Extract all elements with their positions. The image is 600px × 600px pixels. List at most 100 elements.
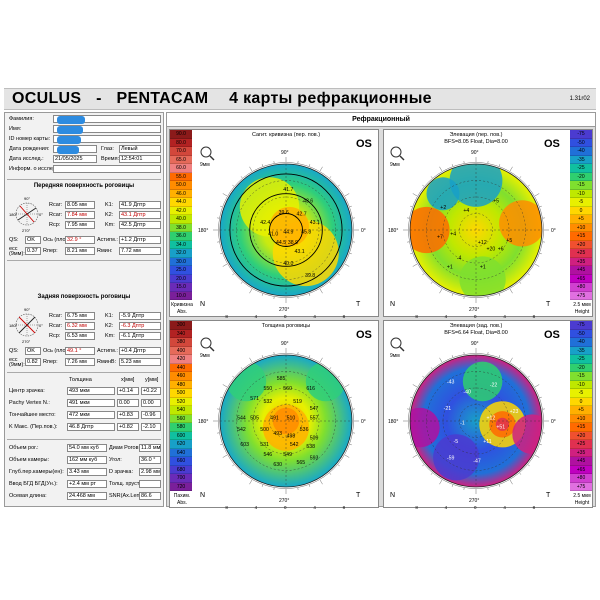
front-qs-label: QS: — [9, 237, 19, 243]
exam-info-field[interactable] — [53, 165, 161, 173]
map-value: 498 — [287, 434, 296, 440]
zoom-icon[interactable] — [200, 146, 215, 161]
misc-label: Глуб.пер.камеры(ен): — [9, 469, 64, 475]
map-value: 546 — [264, 452, 273, 458]
mm-tick: 0 — [474, 314, 477, 318]
pachy-col-thickness: Толщина — [69, 377, 92, 383]
mm-tick: 0 — [284, 505, 287, 509]
diagram-label-top: 90° — [24, 196, 30, 201]
divider — [7, 372, 161, 373]
scale-step: +75 — [570, 291, 592, 300]
scale-step: -25 — [570, 164, 592, 173]
map-panel-elev-back[interactable]: -75 -50 -40 -35 -25 -20 -15 -10 -5 0 +5 +10 +15 +20 +2… — [383, 320, 593, 509]
scale-step: 600 — [170, 431, 192, 440]
scale-step: -40 — [570, 338, 592, 347]
map-panel-pachy-map[interactable]: 300 340 380 400 420 440 460 480 500 520 540 560 580 6… — [169, 320, 379, 509]
scale-step: 560 — [170, 414, 192, 423]
time-field[interactable]: 12:54:01 — [119, 155, 161, 163]
map-value: 44.5 — [276, 240, 286, 246]
map-value: 43.6 — [303, 198, 313, 204]
pachy-thickness: 46.8 Дптр — [67, 423, 115, 431]
eye-field[interactable]: Левый — [119, 145, 161, 153]
value-field: 7.84 мм — [65, 211, 95, 219]
map-value: -1 — [460, 420, 465, 426]
topography-map[interactable]: 9мм 90° 180° 0° 270° N T 8 4 0 4 8 585 550 560 616 571 53… — [196, 333, 376, 509]
scale-unit: 2.5 мкм — [573, 302, 591, 308]
value-label: K2: — [105, 212, 114, 218]
scale-step: -75 — [570, 130, 592, 139]
brand-name: OCULUS — [12, 90, 82, 107]
scale-step: +65 — [570, 465, 592, 474]
id-field[interactable] — [53, 135, 161, 143]
dob-label: Дата рождения: — [9, 146, 50, 152]
scale-step: -20 — [570, 363, 592, 372]
scale-step: +35 — [570, 257, 592, 266]
scale-step: 620 — [170, 440, 192, 449]
scale-step: 38.0 — [170, 223, 192, 232]
map-value: -4 — [457, 256, 462, 262]
surname-field[interactable] — [53, 115, 161, 123]
exam-date-field[interactable]: 21/05/2025 — [53, 155, 97, 163]
pachy-x: +0.83 — [117, 411, 139, 419]
back-axis-value: 49.1 ° — [65, 347, 95, 355]
front-ecc-value: 0.37 — [25, 247, 41, 255]
map-value: +1 — [480, 264, 486, 270]
map-color-field — [410, 355, 542, 487]
scale-step: 680 — [170, 465, 192, 474]
pachy-thickness: 493 мкм — [67, 387, 115, 395]
value-field: 6.32 мм — [65, 322, 95, 330]
map-value: 544 — [237, 416, 246, 422]
map-color-field — [220, 355, 352, 487]
divider — [7, 439, 161, 440]
scale-step: +20 — [570, 431, 592, 440]
back-axis-diagram: 90° 180° 0° 270° — [9, 307, 43, 344]
map-view-header: Рефракционный — [167, 113, 595, 127]
map-panel-elev-front[interactable]: -75 -50 -40 -35 -25 -20 -15 -10 -5 0 +5 +10 +15 +20 +2… — [383, 129, 593, 318]
map-panel-sagittal[interactable]: 90.0 80.0 70.0 65.0 60.0 55.0 50.0 46.0 44.0 42.0… — [169, 129, 379, 318]
scale-step: 720 — [170, 482, 192, 491]
map-value: +1 — [447, 264, 453, 270]
value-field: 7.95 мм — [65, 221, 95, 229]
scale-step: +15 — [570, 232, 592, 241]
scale-mode: Abs. — [176, 500, 187, 506]
temporal-label: T — [546, 301, 551, 308]
front-rper-value: 8.21 мм — [65, 247, 95, 255]
nasal-label: N — [390, 301, 395, 308]
eye-indicator: OS — [356, 138, 372, 150]
pachy-row-label: K Макс. (Пер.пов.): — [9, 424, 58, 430]
diagram-label-right: 0° — [39, 212, 43, 217]
scale-step: 0 — [570, 397, 592, 406]
map-value: 509 — [310, 436, 319, 442]
zoom-icon[interactable] — [200, 337, 215, 352]
mm-tick: 8 — [533, 505, 536, 509]
degree-label: 90° — [471, 150, 479, 156]
pachy-col-x: x[мм] — [121, 377, 135, 383]
redaction — [57, 116, 85, 124]
misc-value: 86.6 — [139, 492, 161, 500]
topography-map[interactable]: 9мм 90° 180° 0° 270° N T 8 4 0 4 8 -43 -40 -22 -21 -1 +12… — [386, 333, 566, 509]
misc-label: Осевая длина: — [9, 493, 47, 499]
pachy-row-label: Pachy Vertex N.: — [9, 400, 50, 406]
scale-step: -10 — [570, 189, 592, 198]
front-rmin-value: 7.72 мм — [119, 247, 161, 255]
map-value: 542 — [290, 442, 299, 448]
diagram-label-left: 180° — [9, 323, 18, 328]
degree-label: 0° — [551, 228, 556, 234]
diagram-label-right: 0° — [39, 323, 43, 328]
scale-step: 15.0 — [170, 283, 192, 292]
zoom-icon[interactable] — [390, 337, 405, 352]
scale-step: -35 — [570, 346, 592, 355]
pachy-thickness: 472 мкм — [67, 411, 115, 419]
scale-step: 460 — [170, 372, 192, 381]
color-scale: -75 -50 -40 -35 -25 -20 -15 -10 -5 0 +5 +10 +15 +20 +2… — [570, 321, 592, 491]
exam-info-label: Информ. о исслед.: — [9, 166, 60, 172]
value-field: 6.53 мм — [65, 332, 95, 340]
value-field: 41.9 Дптр — [119, 201, 161, 209]
map-value: 39.6 — [279, 210, 289, 216]
back-rmin-value: 5.23 мм — [119, 358, 161, 366]
name-field[interactable] — [53, 125, 161, 133]
scale-step: 660 — [170, 457, 192, 466]
zoom-icon[interactable] — [390, 146, 405, 161]
